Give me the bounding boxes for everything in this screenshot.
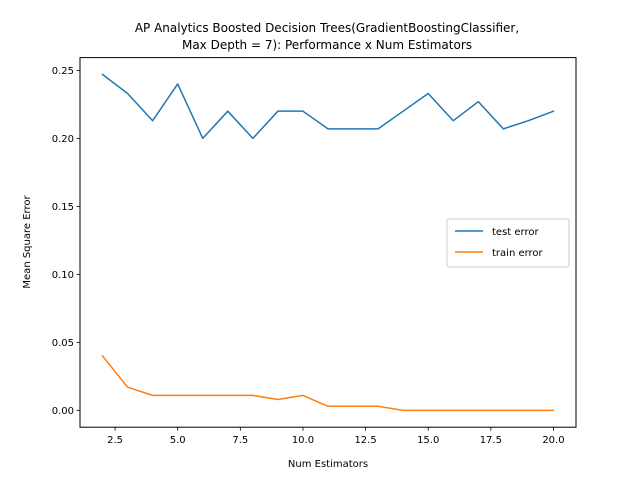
data-point-train-error — [102, 355, 104, 357]
x-tick-label: 15.0 — [417, 435, 439, 446]
y-tick-label: 0.05 — [52, 338, 74, 349]
x-tick-label: 7.5 — [232, 435, 248, 446]
data-point-test-error — [127, 93, 129, 95]
data-point-train-error — [227, 395, 229, 397]
data-point-train-error — [277, 399, 279, 401]
data-point-train-error — [528, 410, 530, 412]
data-point-test-error — [327, 128, 329, 130]
y-tick-label: 0.15 — [52, 202, 74, 213]
y-axis-label: Mean Square Error — [22, 195, 33, 289]
data-point-train-error — [327, 406, 329, 408]
data-point-test-error — [352, 128, 354, 130]
data-point-test-error — [453, 120, 455, 122]
y-tick-label: 0.20 — [52, 134, 74, 145]
data-point-train-error — [127, 386, 129, 388]
x-axis-label: Num Estimators — [288, 459, 368, 470]
data-point-test-error — [478, 101, 480, 103]
legend: test error train error — [446, 218, 570, 268]
data-point-train-error — [453, 410, 455, 412]
y-tick-label: 0.10 — [52, 270, 74, 281]
data-point-test-error — [152, 120, 154, 122]
data-point-train-error — [503, 410, 505, 412]
data-point-test-error — [102, 74, 104, 76]
y-tick-label: 0.00 — [52, 406, 74, 417]
data-point-train-error — [478, 410, 480, 412]
data-point-train-error — [152, 395, 154, 397]
y-tick-label: 0.25 — [52, 66, 74, 77]
x-tick-label: 17.5 — [480, 435, 502, 446]
plot-frame — [79, 57, 577, 428]
data-point-train-error — [553, 410, 555, 412]
x-axis-ticks: 2.5 5.0 7.5 10.0 12.5 15.0 17.5 20.0 — [107, 427, 565, 446]
x-tick-label: 5.0 — [170, 435, 186, 446]
data-point-test-error — [528, 120, 530, 122]
data-point-train-error — [352, 406, 354, 408]
legend-label-test-error: test error — [492, 227, 539, 238]
data-point-test-error — [302, 110, 304, 112]
x-tick-label: 2.5 — [107, 435, 123, 446]
data-point-train-error — [377, 406, 379, 408]
x-tick-label: 20.0 — [542, 435, 564, 446]
data-point-train-error — [177, 395, 179, 397]
x-tick-label: 12.5 — [354, 435, 376, 446]
data-point-test-error — [503, 128, 505, 130]
legend-label-train-error: train error — [492, 248, 544, 259]
data-point-train-error — [302, 395, 304, 397]
data-point-train-error — [252, 395, 254, 397]
data-point-test-error — [402, 110, 404, 112]
data-point-test-error — [202, 138, 204, 140]
y-axis-ticks: 0.00 0.05 0.10 0.15 0.20 0.25 — [52, 66, 80, 417]
chart-title-line-1: AP Analytics Boosted Decision Trees(Grad… — [135, 21, 519, 35]
data-point-test-error — [377, 128, 379, 130]
data-point-test-error — [277, 110, 279, 112]
chart-title-line-2: Max Depth = 7): Performance x Num Estima… — [182, 38, 472, 52]
data-point-train-error — [402, 410, 404, 412]
x-tick-label: 10.0 — [292, 435, 314, 446]
series-line-train-error — [101, 354, 555, 412]
data-point-test-error — [553, 110, 555, 112]
data-point-test-error — [227, 110, 229, 112]
data-point-test-error — [427, 93, 429, 95]
data-point-train-error — [202, 395, 204, 397]
data-point-train-error — [427, 410, 429, 412]
data-point-test-error — [177, 83, 179, 85]
data-point-test-error — [252, 138, 254, 140]
series-line-test-error — [101, 73, 555, 140]
plot-area — [101, 73, 555, 412]
